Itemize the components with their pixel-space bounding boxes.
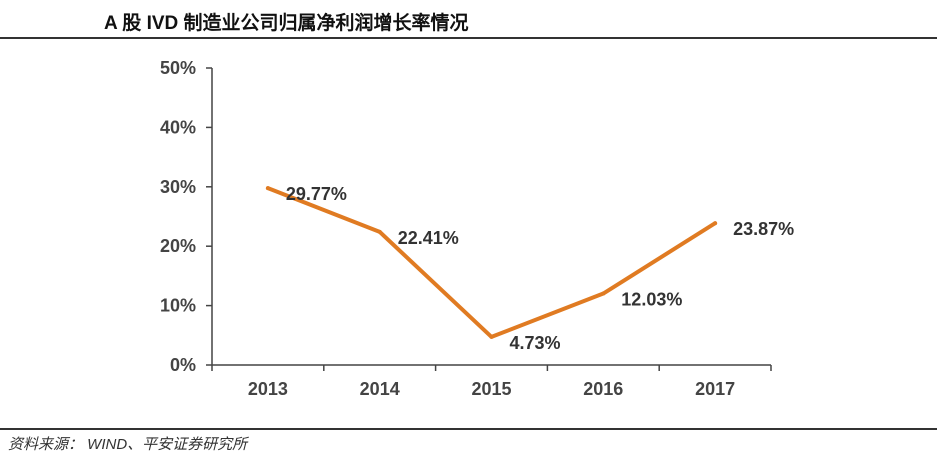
data-point [377,229,382,234]
title-divider [0,37,937,39]
y-tick-label: 40% [160,117,196,137]
data-label: 29.77% [286,184,347,204]
y-tick-label: 50% [160,58,196,78]
chart-title: A 股 IVD 制造业公司归属净利润增长率情况 [104,13,469,34]
x-tick-label: 2014 [360,379,400,399]
data-point [489,334,494,339]
series-line [265,186,718,339]
x-tick-label: 2013 [248,379,288,399]
series-group [265,186,718,339]
data-label: 23.87% [733,219,794,239]
source-note: 资料来源： WIND、平安证券研究所 [8,436,248,453]
x-tick-label: 2015 [471,379,511,399]
x-tick-label: 2017 [695,379,735,399]
data-point [265,186,270,191]
data-labels: 29.77% 22.41% 4.73% 12.03% 23.87% [286,184,794,353]
y-tick-label: 20% [160,236,196,256]
data-label: 4.73% [510,333,561,353]
x-axis-ticks: 2013 2014 2015 2016 2017 [211,365,772,399]
x-tick-label: 2016 [583,379,623,399]
data-point [601,291,606,296]
y-tick-label: 30% [160,177,196,197]
data-label: 22.41% [398,228,459,248]
data-point [713,221,718,226]
source-divider [0,428,937,430]
chart-axes [211,68,771,366]
y-tick-label: 10% [160,296,196,316]
y-axis-ticks: 0% 10% 20% 30% 40% 50% [160,58,212,375]
data-label: 12.03% [621,290,682,310]
y-tick-label: 0% [170,355,196,375]
